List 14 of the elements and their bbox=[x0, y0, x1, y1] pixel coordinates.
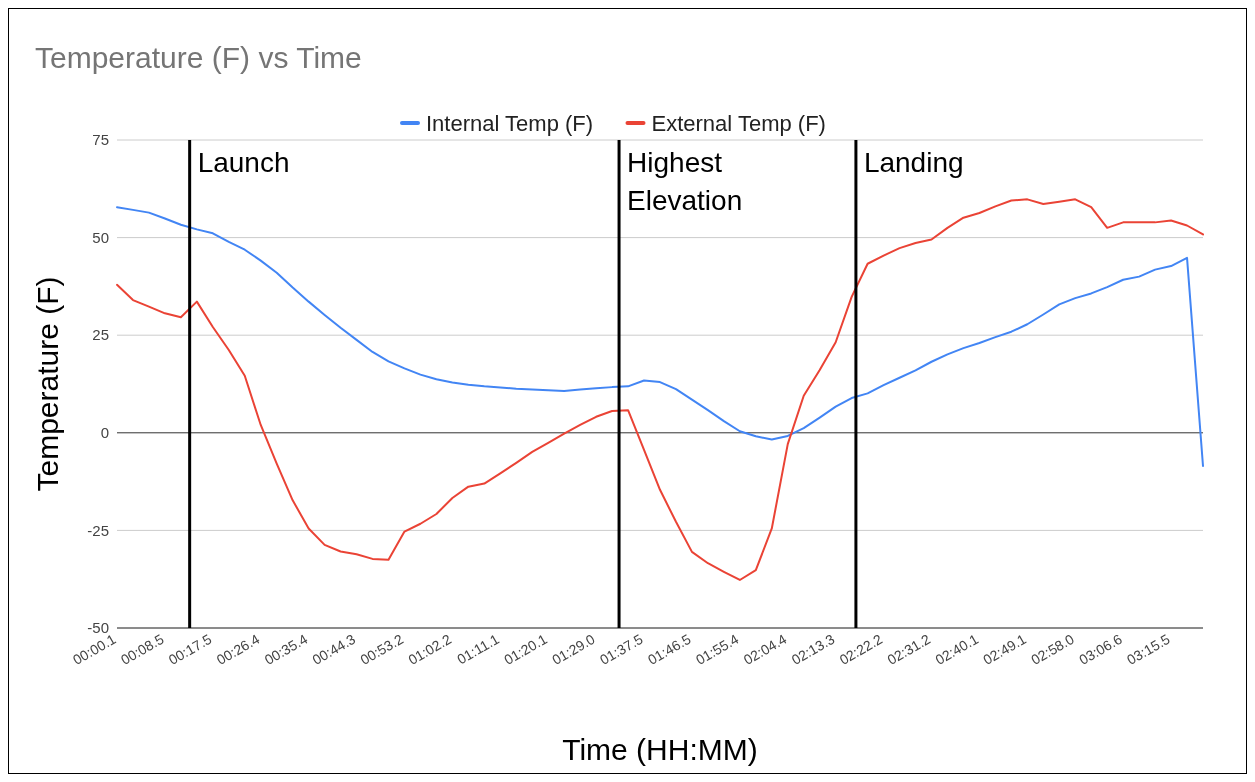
chart-title: Temperature (F) vs Time bbox=[35, 41, 362, 74]
y-tick-label: -50 bbox=[87, 619, 109, 637]
annotation: Highest Elevation bbox=[627, 147, 743, 216]
legend-label: External Temp (F) bbox=[651, 111, 826, 136]
annotation: Launch bbox=[197, 147, 290, 178]
annotation: Landing bbox=[863, 147, 964, 178]
y-axis-title: Temperature (F) bbox=[31, 276, 64, 492]
y-tick-label: 75 bbox=[92, 131, 109, 149]
y-tick-label: 25 bbox=[92, 326, 109, 344]
y-tick-label: 50 bbox=[92, 228, 109, 246]
legend-label: Internal Temp (F) bbox=[426, 111, 594, 136]
y-tick-label: 0 bbox=[100, 424, 109, 442]
x-axis-title: Time (HH:MM) bbox=[562, 733, 758, 766]
y-tick-label: -25 bbox=[87, 521, 109, 539]
